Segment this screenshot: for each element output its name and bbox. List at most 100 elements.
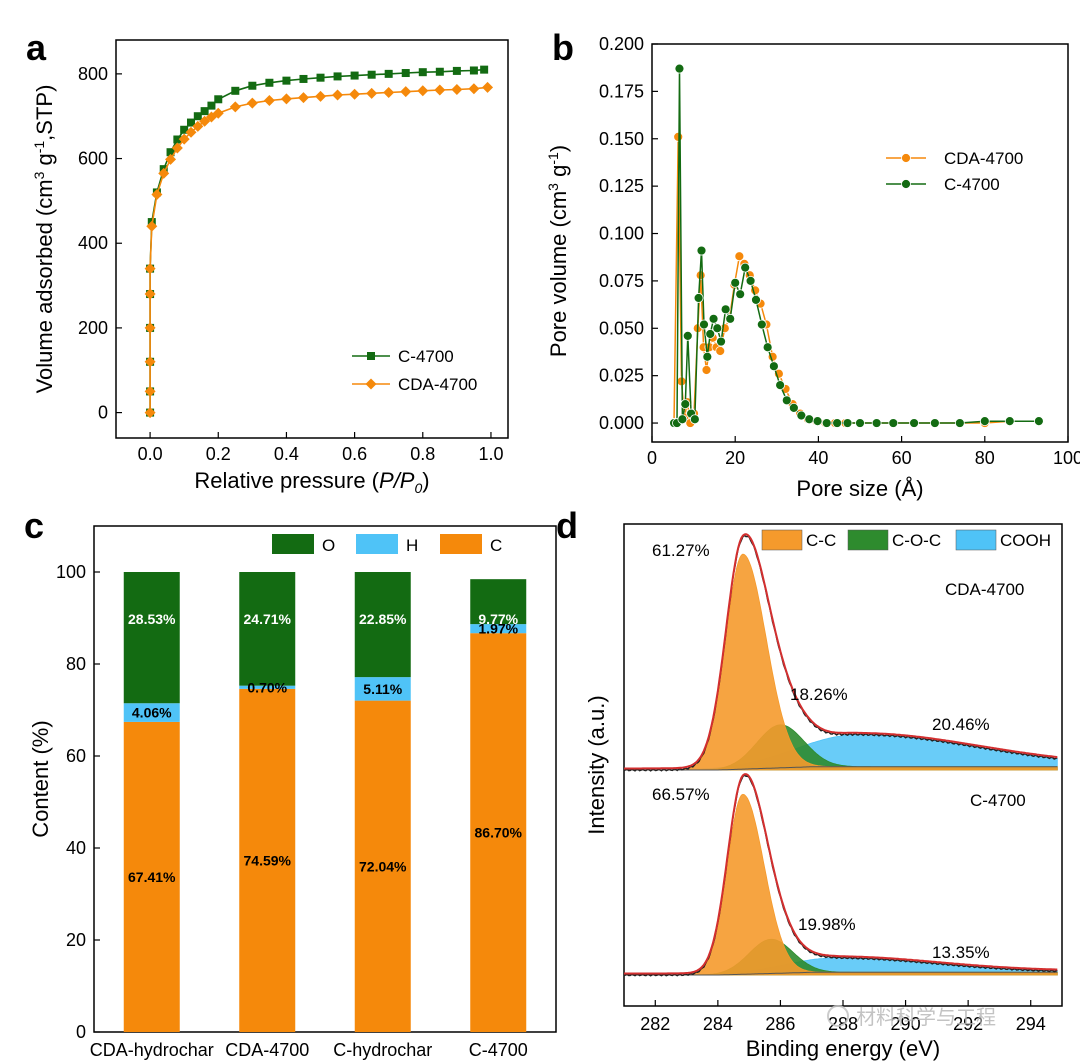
data-point: [178, 133, 190, 145]
bar-segment-O: [239, 572, 296, 686]
data-point: [677, 414, 688, 425]
data-point: [788, 402, 799, 413]
bar-label-O: 22.85%: [359, 611, 407, 627]
y-axis-label-sup: -1: [31, 141, 47, 154]
y-tick-label: 800: [78, 64, 108, 84]
x-tick-label: 0: [647, 448, 657, 468]
data-point: [740, 262, 751, 273]
legend-swatch-C: [440, 534, 482, 554]
data-point: [434, 84, 446, 96]
data-point: [715, 346, 726, 356]
fitted-envelope-line: [624, 533, 1058, 770]
data-point: [214, 95, 223, 104]
data-point: [231, 86, 240, 95]
x-axis-label: Pore size (Å): [796, 476, 923, 501]
data-point: [186, 118, 195, 127]
data-point: [332, 89, 344, 101]
x-tick-label: 282: [640, 1014, 670, 1034]
y-tick-label: 200: [78, 318, 108, 338]
data-point: [144, 263, 156, 275]
legend-label: COOH: [1000, 531, 1051, 550]
panel-label-d: d: [556, 505, 578, 546]
data-point: [734, 251, 745, 262]
y-tick-label: 0.075: [599, 271, 644, 291]
data-point: [185, 126, 197, 138]
bar-segment-O: [470, 579, 527, 625]
data-point: [263, 95, 275, 107]
bar-segment-C: [123, 721, 180, 1032]
percentage-label-C-C: 61.27%: [652, 541, 710, 560]
data-point: [144, 407, 156, 419]
panel-label-a: a: [26, 27, 47, 68]
data-point: [158, 167, 170, 179]
data-point: [180, 125, 189, 134]
data-point: [173, 135, 182, 144]
data-point: [775, 380, 786, 391]
data-point: [888, 418, 899, 428]
raw-spectrum-line: [623, 534, 1058, 772]
data-point: [199, 115, 211, 127]
panel-c-frame: [93, 525, 557, 1033]
legend-label: C-4700: [944, 175, 1000, 194]
data-point: [979, 416, 990, 427]
data-point: [212, 107, 224, 119]
y-axis-label: Pore volume (cm3 g-1): [545, 145, 571, 357]
data-point: [299, 74, 308, 83]
bar-label-H: 0.70%: [247, 679, 287, 695]
data-point: [297, 92, 309, 104]
sample-CDA-4700: 61.27% 18.26% 20.46% CDA-4700: [623, 533, 1058, 772]
watermark-text: 材料科学与工程: [856, 1005, 996, 1029]
series-C-4700: C-4700: [146, 65, 489, 417]
bar-label-C: 72.04%: [359, 858, 407, 874]
y-axis-label-text: ,STP): [32, 85, 57, 141]
data-point: [417, 85, 429, 97]
data-point: [673, 131, 684, 142]
data-point: [171, 142, 183, 154]
x-axis-label-var: P/P: [379, 468, 415, 493]
legend-marker: [367, 352, 375, 360]
x-tick-label: CDA-4700: [225, 1040, 309, 1060]
data-point: [705, 329, 716, 339]
legend-swatch-C-C: [761, 529, 803, 551]
x-tick-label: C-hydrochar: [333, 1040, 432, 1060]
data-point: [762, 342, 773, 353]
data-point: [200, 107, 209, 116]
data-point: [712, 323, 723, 334]
data-point: [871, 418, 882, 428]
bar-label-H: 1.97%: [478, 621, 518, 637]
panel-b-frame: [651, 43, 1069, 443]
x-tick-label: 0.0: [138, 444, 163, 464]
data-point: [282, 76, 291, 85]
data-point: [730, 277, 741, 288]
data-point: [745, 276, 756, 286]
panel-label-b: b: [552, 27, 574, 68]
legend-label: O: [322, 536, 335, 555]
x-axis-label: Binding energy (eV): [746, 1036, 940, 1061]
x-tick-label: 294: [1016, 1014, 1046, 1034]
legend-swatch-COOH: [955, 529, 997, 551]
legend-swatch-O: [272, 534, 314, 554]
y-tick-label: 60: [66, 746, 86, 766]
y-tick-label: 0.200: [599, 34, 644, 54]
y-tick-label: 600: [78, 149, 108, 169]
data-point: [1004, 416, 1015, 427]
bar-label-O: 28.53%: [128, 611, 176, 627]
data-point: [682, 330, 693, 341]
bar-label-C: 86.70%: [475, 825, 523, 841]
data-point: [349, 88, 361, 100]
data-point: [720, 304, 731, 315]
x-tick-label: 100: [1053, 448, 1080, 468]
data-point: [751, 294, 761, 305]
data-point: [248, 81, 257, 90]
bar-label-H: 5.11%: [363, 681, 402, 697]
y-axis-label-text: g: [546, 165, 571, 183]
data-point: [193, 112, 202, 121]
data-point: [435, 67, 444, 76]
x-tick-label: 292: [953, 1014, 983, 1034]
legend-marker: [901, 179, 911, 189]
y-tick-label: 0.050: [599, 318, 644, 338]
x-tick-label: 0.4: [274, 444, 299, 464]
bar-label-H: 4.06%: [132, 705, 172, 721]
